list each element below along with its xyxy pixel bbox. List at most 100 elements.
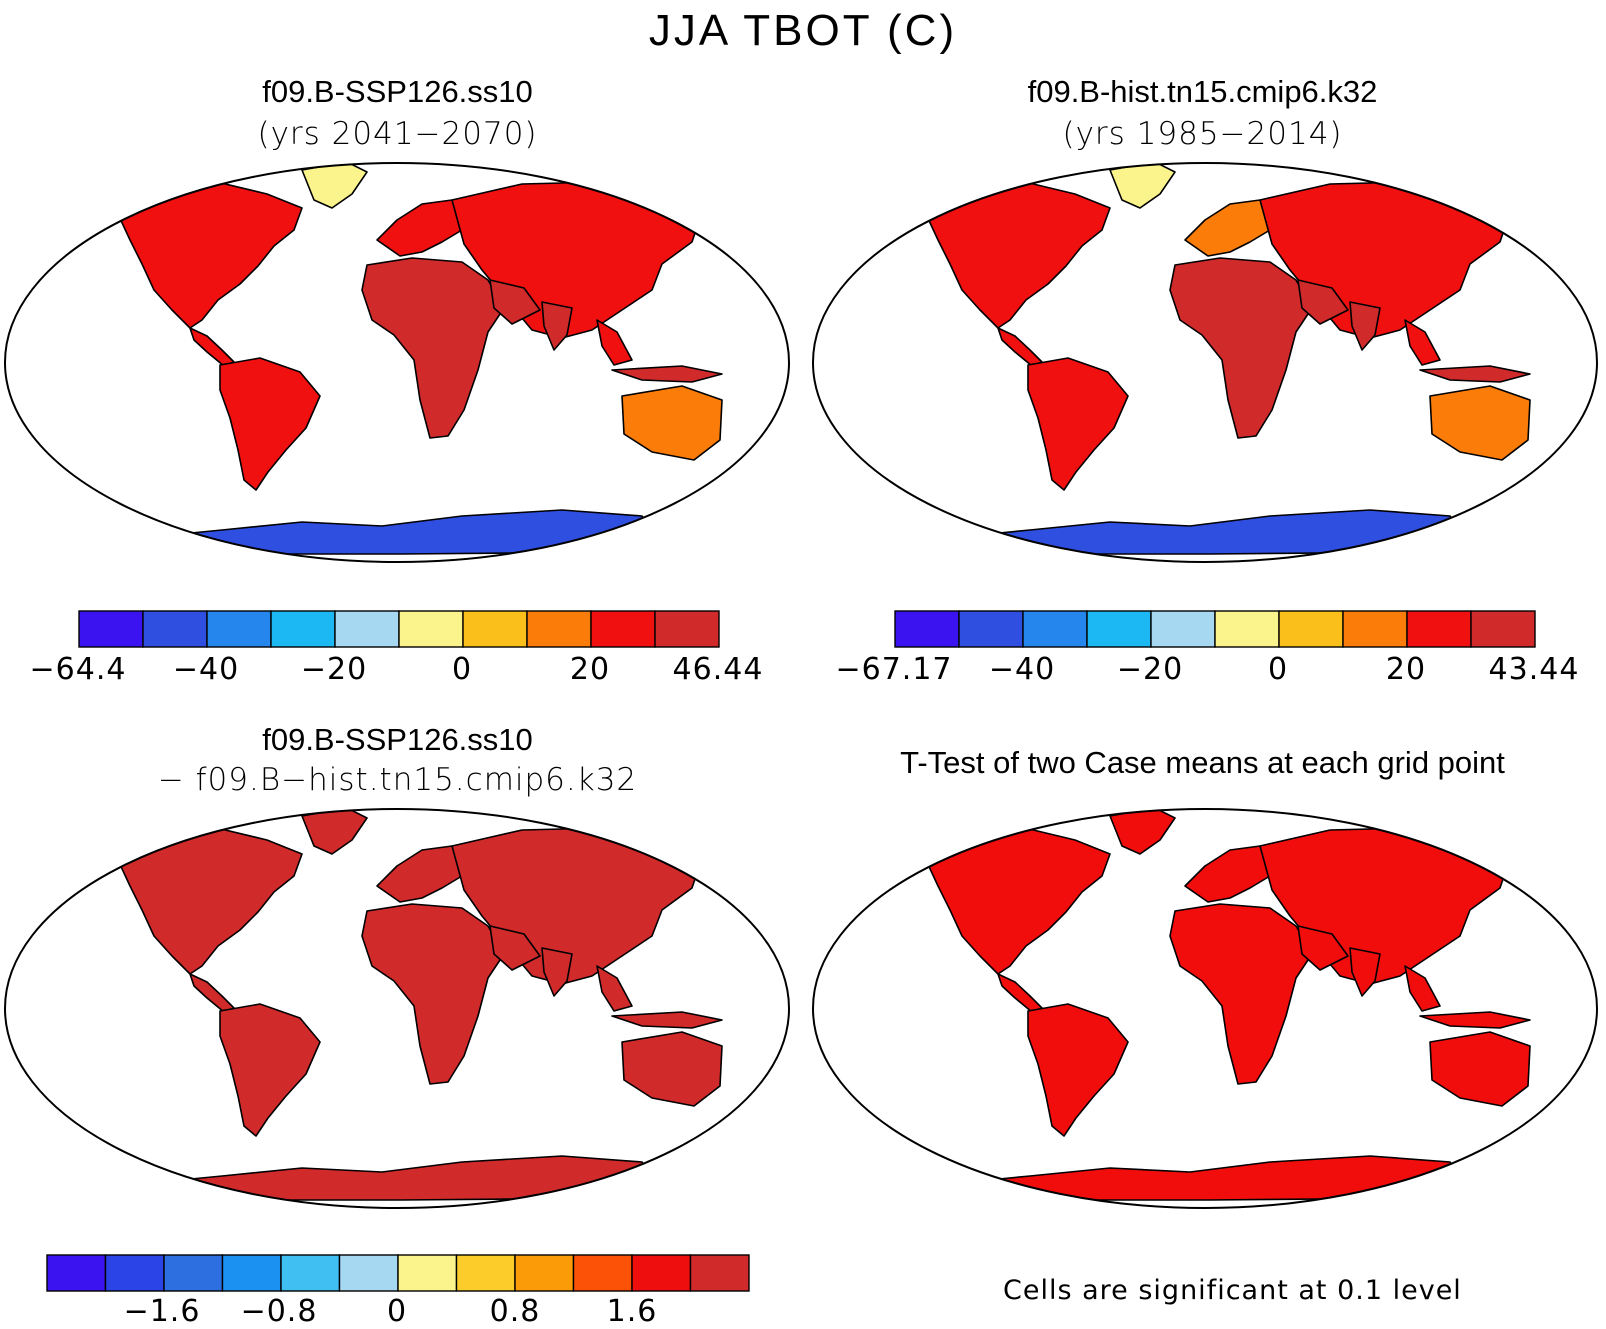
panel-bl-tick: 0 bbox=[386, 1294, 408, 1329]
colorbar-swatch bbox=[397, 1254, 458, 1292]
panel-tl-tick: 46.44 bbox=[672, 652, 764, 687]
landmass-arabia bbox=[489, 279, 541, 325]
landmass-antarctica bbox=[139, 509, 659, 555]
landmass-namerica bbox=[116, 827, 303, 975]
panel-tl-tick: −40 bbox=[172, 652, 240, 687]
panel-tl-tick: 20 bbox=[569, 652, 611, 687]
landmass-greenland bbox=[1109, 809, 1176, 855]
landmass-seasia bbox=[596, 319, 633, 366]
landmass-namerica bbox=[116, 181, 303, 329]
page-title: JJA TBOT (C) bbox=[648, 6, 958, 55]
panel-tr-map bbox=[812, 162, 1598, 563]
landmass-samerica bbox=[219, 1003, 321, 1137]
colorbar-swatch bbox=[104, 1254, 165, 1292]
panel-tr-tick: 20 bbox=[1385, 652, 1427, 687]
colorbar-swatch bbox=[1214, 610, 1280, 648]
colorbar-swatch bbox=[338, 1254, 399, 1292]
landmass-antarctica bbox=[947, 1155, 1467, 1201]
panel-br-title: T-Test of two Case means at each grid po… bbox=[900, 745, 1505, 780]
panel-bl-tick: −1.6 bbox=[123, 1294, 201, 1329]
panel-tr-tick: 0 bbox=[1267, 652, 1289, 687]
panel-tl-tick: −64.4 bbox=[29, 652, 127, 687]
landmass-antarctica bbox=[947, 509, 1467, 555]
colorbar-swatch bbox=[1342, 610, 1408, 648]
panel-bl-case-title: f09.B-SSP126.ss10 bbox=[262, 722, 533, 757]
map-border bbox=[812, 162, 1598, 563]
panel-tl-case-title: f09.B-SSP126.ss10 bbox=[262, 74, 533, 109]
panel-tl-tick: −20 bbox=[300, 652, 368, 687]
panel-tl-map bbox=[4, 162, 790, 563]
panel-bl-tick: 1.6 bbox=[606, 1294, 658, 1329]
panel-bl-difference-label: − f09.B−hist.tn15.cmip6.k32 bbox=[157, 762, 638, 798]
panel-bl-tick: −0.8 bbox=[240, 1294, 318, 1329]
colorbar-swatch bbox=[590, 610, 656, 648]
landmass-samerica bbox=[1027, 1003, 1129, 1137]
panel-bl-map bbox=[4, 808, 790, 1209]
landmass-australia bbox=[621, 1031, 723, 1107]
landmass-greenland bbox=[301, 809, 368, 855]
panel-tr-period: (yrs 1985−2014) bbox=[1062, 116, 1343, 152]
panel-bl-tick: 0.8 bbox=[489, 1294, 541, 1329]
colorbar-swatch bbox=[462, 610, 528, 648]
map-border bbox=[4, 162, 790, 563]
panel-tl-tick: 0 bbox=[451, 652, 473, 687]
colorbar-swatch bbox=[221, 1254, 282, 1292]
colorbar-swatch bbox=[280, 1254, 341, 1292]
landmass-samerica bbox=[219, 357, 321, 491]
colorbar-swatch bbox=[572, 1254, 633, 1292]
landmass-india bbox=[1349, 947, 1381, 997]
colorbar-swatch bbox=[631, 1254, 692, 1292]
map-border bbox=[812, 808, 1598, 1209]
landmass-africa bbox=[361, 257, 505, 439]
landmass-seasia bbox=[1404, 319, 1441, 366]
landmass-antarctica bbox=[139, 1155, 659, 1201]
panel-tl-colorbar bbox=[78, 610, 720, 648]
panel-br-map bbox=[812, 808, 1598, 1209]
landmass-australia bbox=[1429, 385, 1531, 461]
landmass-seasia bbox=[596, 965, 633, 1012]
landmass-africa bbox=[1169, 903, 1313, 1085]
colorbar-swatch bbox=[206, 610, 272, 648]
landmass-namerica bbox=[924, 181, 1111, 329]
landmass-samerica bbox=[1027, 357, 1129, 491]
panel-tr-tick: −40 bbox=[988, 652, 1056, 687]
panel-tr-tick: −67.17 bbox=[835, 652, 953, 687]
colorbar-swatch bbox=[689, 1254, 750, 1292]
colorbar-swatch bbox=[46, 1254, 107, 1292]
colorbar-swatch bbox=[163, 1254, 224, 1292]
landmass-australia bbox=[1429, 1031, 1531, 1107]
panel-tr-tick: −20 bbox=[1116, 652, 1184, 687]
colorbar-swatch bbox=[1022, 610, 1088, 648]
panel-tr-tick: 43.44 bbox=[1488, 652, 1580, 687]
panel-tr-colorbar bbox=[894, 610, 1536, 648]
landmass-namerica bbox=[924, 827, 1111, 975]
landmass-indonesia bbox=[611, 1011, 723, 1029]
panel-tl-period: (yrs 2041−2070) bbox=[257, 116, 538, 152]
landmass-arabia bbox=[1297, 279, 1349, 325]
colorbar-swatch bbox=[654, 610, 720, 648]
landmass-greenland bbox=[301, 163, 368, 209]
colorbar-swatch bbox=[270, 610, 336, 648]
colorbar-swatch bbox=[1470, 610, 1536, 648]
significance-note: Cells are significant at 0.1 level bbox=[1003, 1275, 1462, 1306]
landmass-seasia bbox=[1404, 965, 1441, 1012]
landmass-africa bbox=[1169, 257, 1313, 439]
panel-bl-colorbar bbox=[46, 1254, 750, 1292]
landmass-africa bbox=[361, 903, 505, 1085]
colorbar-swatch bbox=[958, 610, 1024, 648]
landmass-india bbox=[541, 301, 573, 351]
colorbar-swatch bbox=[894, 610, 960, 648]
colorbar-swatch bbox=[142, 610, 208, 648]
map-border bbox=[4, 808, 790, 1209]
colorbar-swatch bbox=[1150, 610, 1216, 648]
colorbar-swatch bbox=[334, 610, 400, 648]
landmass-greenland bbox=[1109, 163, 1176, 209]
landmass-indonesia bbox=[611, 365, 723, 383]
panel-tr-case-title: f09.B-hist.tn15.cmip6.k32 bbox=[1027, 74, 1378, 109]
colorbar-swatch bbox=[455, 1254, 516, 1292]
colorbar-swatch bbox=[1406, 610, 1472, 648]
landmass-india bbox=[541, 947, 573, 997]
landmass-india bbox=[1349, 301, 1381, 351]
landmass-indonesia bbox=[1419, 365, 1531, 383]
colorbar-swatch bbox=[514, 1254, 575, 1292]
